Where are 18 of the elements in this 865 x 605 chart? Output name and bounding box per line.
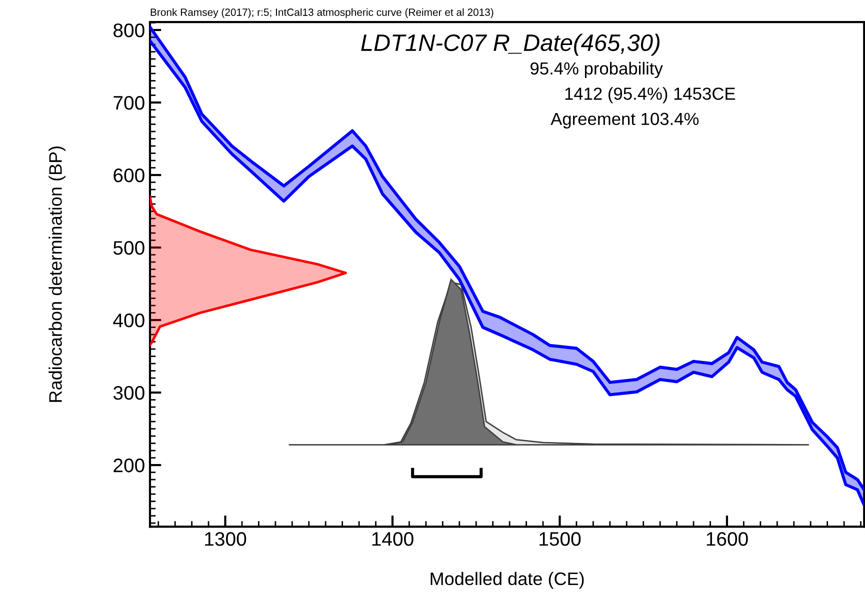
x-tick-label: 1400 [372,532,414,546]
y-tick-label: 700 [114,96,144,110]
text: Bronk Ramsey (2017); r:5; IntCal13 atmospheric curve (Reimer et al 2013) [150,8,494,18]
chart-title: LDT1N-C07 R_Date(465,30) [361,34,660,56]
x-tick-label: 1300 [205,532,246,546]
y-tick-label: 800 [114,23,144,38]
y-tick-label: 200 [114,458,144,472]
x-tick-label: 1500 [540,532,581,546]
annotation: 95.4% probability [530,62,663,78]
annotation: 1412 (95.4%) 1453CE [565,87,736,104]
annotation: Agreement 103.4% [550,112,699,129]
x-tick-label: 1600 [706,532,748,546]
y-tick-label: 500 [113,241,144,255]
y-tick-label: 400 [113,314,144,328]
y-axis-title: Radiocarbon determination (BP) [48,146,66,402]
x-axis-title: Modelled date (CE) [430,572,584,589]
y-tick-label: 300 [113,386,144,400]
y-tick-label: 600 [114,168,144,182]
